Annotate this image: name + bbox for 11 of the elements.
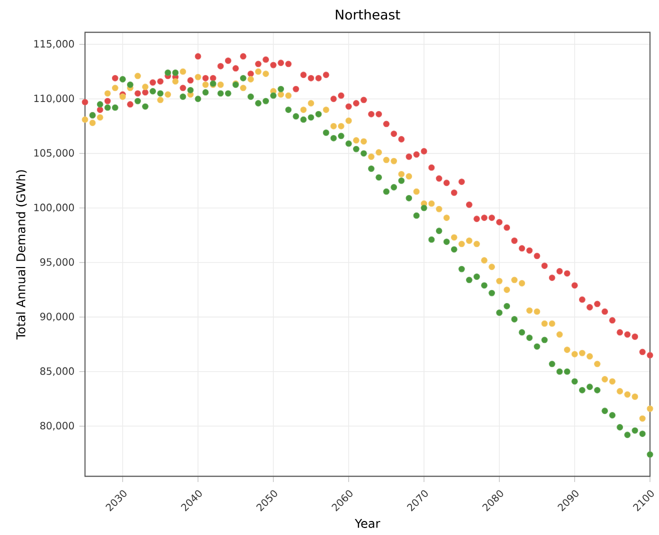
y-tick-label: 100,000 <box>34 204 74 212</box>
y-axis-title: Total Annual Demand (GWh) <box>16 170 27 340</box>
y-tick-label: 80,000 <box>40 422 74 430</box>
y-tick-label: 110,000 <box>34 94 74 104</box>
y-tick-label: 90,000 <box>40 312 74 322</box>
y-tick-label: 95,000 <box>40 258 74 267</box>
y-tick-label: 115,000 <box>34 40 74 49</box>
chart-title: Northeast <box>336 9 400 20</box>
y-tick-label: 85,000 <box>40 367 74 376</box>
y-tick-label: 105,000 <box>34 149 74 158</box>
x-axis-title: Year <box>354 519 380 528</box>
